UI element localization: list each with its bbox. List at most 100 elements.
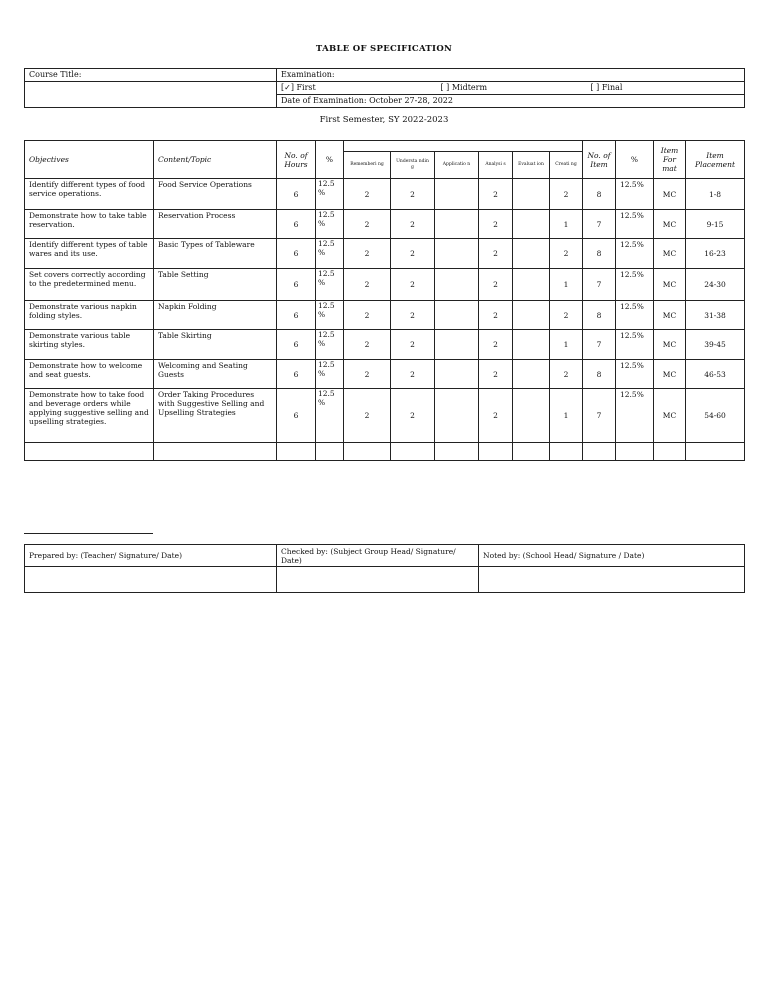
cell-eva [512, 359, 550, 389]
cell-content: Welcoming and Seating Guests [153, 359, 277, 389]
cell-items: 7 [582, 329, 616, 360]
cell-hours: 6 [276, 359, 316, 389]
cell-format: MC [653, 268, 686, 301]
header-levels-group [343, 140, 583, 152]
cell-format: MC [653, 209, 686, 239]
header-content: Content/Topic [153, 140, 277, 179]
header-format: Item For mat [653, 140, 686, 179]
table-row: Set covers correctly according to the pr… [24, 268, 745, 301]
cell-objective: Identify different types of food service… [24, 178, 154, 210]
exam-info-table: Course Title: Examination: [✓] First[ ] M… [24, 68, 745, 108]
cell-content: Table Setting [153, 268, 277, 301]
cell-items: 7 [582, 209, 616, 239]
cell-hours: 6 [276, 178, 316, 210]
cell-hours: 6 [276, 268, 316, 301]
cell-ana: 2 [478, 209, 513, 239]
cell-und: 2 [390, 388, 435, 443]
cell-objective: Set covers correctly according to the pr… [24, 268, 154, 301]
empty-row [24, 442, 745, 461]
document-title: TABLE OF SPECIFICATION [315, 44, 453, 54]
prepared-by: Prepared by: (Teacher/ Signature/ Date) [24, 544, 277, 567]
table-row: Demonstrate how to take food and beverag… [24, 388, 745, 443]
empty-cell [549, 442, 583, 461]
prepared-signature-cell [24, 566, 277, 593]
cell-cre: 1 [549, 268, 583, 301]
cell-eva [512, 178, 550, 210]
cell-format: MC [653, 388, 686, 443]
cell-objective: Identify different types of table wares … [24, 238, 154, 269]
cell-objective: Demonstrate how to take food and beverag… [24, 388, 154, 443]
signature-line [24, 533, 153, 534]
signatures-table: Prepared by: (Teacher/ Signature/ Date) C… [24, 544, 745, 593]
cell-rem: 2 [343, 300, 391, 330]
empty-cell [615, 442, 654, 461]
cell-content: Reservation Process [153, 209, 277, 239]
cell-eva [512, 300, 550, 330]
exam-first: [✓] First [276, 81, 437, 95]
cell-items: 8 [582, 238, 616, 269]
cell-cre: 1 [549, 329, 583, 360]
cell-format: MC [653, 300, 686, 330]
cell-placement: 31-38 [685, 300, 745, 330]
cell-ana: 2 [478, 359, 513, 389]
header-placement: Item Placement [685, 140, 745, 179]
cell-placement: 54-60 [685, 388, 745, 443]
cell-placement: 1-8 [685, 178, 745, 210]
exam-date: Date of Examination: October 27-28, 2022 [276, 94, 745, 108]
specification-table: Objectives Content/Topic No. of Hours % … [24, 140, 745, 461]
cell-pct: 12.5 % [315, 388, 344, 443]
cell-items: 8 [582, 359, 616, 389]
cell-format: MC [653, 178, 686, 210]
cell-hours: 6 [276, 329, 316, 360]
header-level: Creati ng [549, 151, 583, 179]
cell-eva [512, 329, 550, 360]
cell-app [434, 300, 479, 330]
cell-app [434, 388, 479, 443]
empty-cell [582, 442, 616, 461]
cell-pct2: 12.5% [615, 238, 654, 269]
cell-und: 2 [390, 238, 435, 269]
cell-cre: 2 [549, 178, 583, 210]
table-row: Demonstrate how to welcome and seat gues… [24, 359, 745, 389]
examination-label: Examination: [276, 68, 745, 82]
cell-pct: 12.5 % [315, 268, 344, 301]
cell-pct2: 12.5% [615, 329, 654, 360]
cell-und: 2 [390, 268, 435, 301]
cell-ana: 2 [478, 238, 513, 269]
cell-und: 2 [390, 178, 435, 210]
cell-content: Basic Types of Tableware [153, 238, 277, 269]
cell-cre: 2 [549, 300, 583, 330]
cell-ana: 2 [478, 300, 513, 330]
semester-label: First Semester, SY 2022-2023 [319, 115, 449, 125]
header-level: Evaluat ion [512, 151, 550, 179]
course-title-label: Course Title: [24, 68, 277, 82]
cell-placement: 46-53 [685, 359, 745, 389]
cell-content: Food Service Operations [153, 178, 277, 210]
cell-pct2: 12.5% [615, 359, 654, 389]
cell-items: 7 [582, 268, 616, 301]
noted-signature-cell [478, 566, 745, 593]
cell-pct: 12.5 % [315, 359, 344, 389]
cell-ana: 2 [478, 268, 513, 301]
cell-pct: 12.5 % [315, 209, 344, 239]
cell-pct2: 12.5% [615, 209, 654, 239]
cell-ana: 2 [478, 178, 513, 210]
cell-app [434, 268, 479, 301]
header-level: Applicatio n [434, 151, 479, 179]
exam-midterm: [ ] Midterm [436, 81, 587, 95]
header-level: Rememberi ng [343, 151, 391, 179]
cell-eva [512, 388, 550, 443]
cell-ana: 2 [478, 329, 513, 360]
cell-format: MC [653, 359, 686, 389]
cell-objective: Demonstrate how to welcome and seat gues… [24, 359, 154, 389]
cell-rem: 2 [343, 238, 391, 269]
empty-cell [315, 442, 344, 461]
table-row: Identify different types of food service… [24, 178, 745, 210]
cell-app [434, 178, 479, 210]
cell-placement: 39-45 [685, 329, 745, 360]
empty-cell [434, 442, 479, 461]
cell-format: MC [653, 329, 686, 360]
cell-objective: Demonstrate various napkin folding style… [24, 300, 154, 330]
cell-und: 2 [390, 359, 435, 389]
empty-cell [343, 442, 391, 461]
